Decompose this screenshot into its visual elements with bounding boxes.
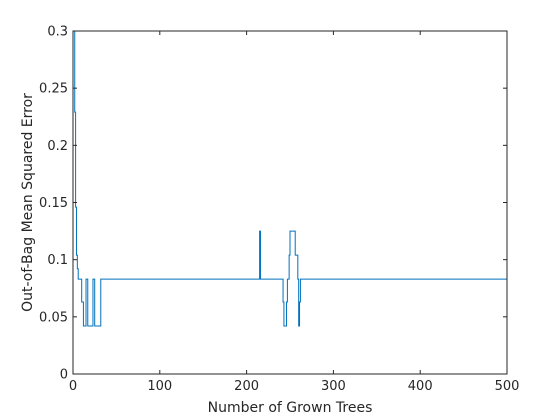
x-axis-label: Number of Grown Trees (208, 400, 373, 416)
x-axis-ticks: 0 100 200 300 400 500 (69, 31, 520, 394)
series-layer (73, 30, 507, 327)
y-axis-label: Out-of-Bag Mean Squared Error (20, 93, 36, 312)
plot-background (73, 31, 507, 374)
x-tick-label: 300 (321, 379, 346, 394)
y-tick-label: 0.1 (47, 253, 68, 268)
x-tick-label: 0 (69, 379, 77, 394)
x-tick-label: 100 (147, 379, 172, 394)
y-tick-label: 0.3 (47, 25, 68, 40)
y-tick-label: 0.25 (39, 82, 68, 97)
x-tick-label: 200 (234, 379, 259, 394)
y-tick-label: 0.15 (39, 196, 68, 211)
x-tick-label: 500 (495, 379, 520, 394)
x-tick-label: 400 (408, 379, 433, 394)
series-line-0 (73, 30, 507, 327)
y-tick-label: 0.05 (39, 310, 68, 325)
y-tick-label: 0.2 (47, 139, 68, 154)
y-tick-label: 0 (60, 368, 68, 383)
y-axis-ticks: 0 0.05 0.1 0.15 0.2 0.25 0.3 (39, 25, 507, 383)
